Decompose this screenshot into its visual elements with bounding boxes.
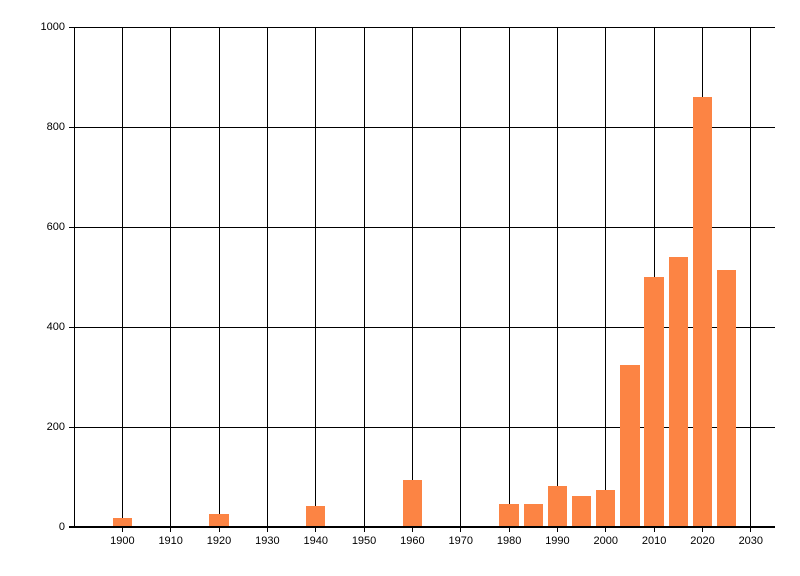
- bar-2005: [620, 364, 640, 527]
- bar-1940: [306, 505, 326, 527]
- x-tick-label: 1910: [158, 535, 183, 547]
- x-tick-label: 2000: [593, 535, 619, 547]
- h-gridline: [69, 26, 775, 28]
- bar-1980: [499, 504, 519, 527]
- y-tick-label: 400: [46, 321, 65, 333]
- bar-1900: [112, 518, 132, 527]
- bar-1960: [402, 479, 423, 527]
- bar-2020: [692, 97, 713, 527]
- bar-2025: [716, 269, 737, 527]
- y-tick-label: 1000: [40, 21, 65, 33]
- x-tick-label: 1900: [110, 535, 135, 547]
- x-tick-label: 1990: [545, 535, 570, 547]
- v-gridline: [605, 27, 607, 532]
- h-gridline: [69, 226, 775, 228]
- v-gridline: [170, 27, 172, 532]
- bar-1985: [523, 503, 543, 527]
- bar-1990: [547, 485, 568, 527]
- v-gridline: [363, 27, 365, 532]
- y-axis-line: [73, 27, 75, 527]
- y-tick-label: 600: [46, 221, 65, 233]
- x-tick-label: 1940: [303, 535, 328, 547]
- h-gridline: [69, 126, 775, 128]
- x-tick-label: 1920: [206, 535, 232, 547]
- y-tick-label: 200: [46, 421, 65, 433]
- bar-1995: [571, 496, 592, 527]
- v-gridline: [750, 27, 752, 532]
- x-tick-label: 1970: [448, 535, 473, 547]
- v-gridline: [315, 27, 317, 532]
- v-gridline: [508, 27, 510, 532]
- v-gridline: [218, 27, 220, 532]
- v-gridline: [266, 27, 268, 532]
- h-gridline: [69, 326, 775, 328]
- y-tick-label: 800: [46, 121, 65, 133]
- y-tick-label: 0: [58, 521, 65, 533]
- v-gridline: [121, 27, 123, 532]
- bar-2015: [668, 257, 688, 527]
- x-tick-label: 1950: [351, 535, 377, 547]
- x-tick-label: 2010: [641, 535, 667, 547]
- bar-2000: [596, 489, 616, 527]
- x-tick-label: 2030: [738, 535, 764, 547]
- x-tick-label: 1960: [400, 535, 425, 547]
- x-axis-line: [69, 526, 775, 528]
- v-gridline: [556, 27, 558, 532]
- v-gridline: [411, 27, 413, 532]
- bar-1920: [209, 513, 229, 527]
- x-tick-label: 1980: [496, 535, 522, 547]
- x-tick-label: 2020: [690, 535, 715, 547]
- x-tick-label: 1930: [255, 535, 280, 547]
- h-gridline: [69, 426, 775, 428]
- bar-2010: [644, 277, 664, 527]
- v-gridline: [460, 27, 462, 532]
